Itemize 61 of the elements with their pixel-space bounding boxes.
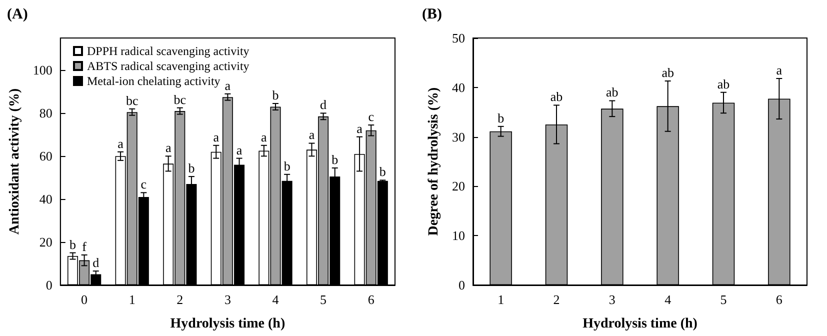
data-label: a xyxy=(118,136,124,151)
x-tick-label: 1 xyxy=(128,292,136,307)
x-tick-label: 6 xyxy=(368,292,375,307)
data-label: b xyxy=(332,152,338,167)
data-label: d xyxy=(320,97,328,112)
data-label: a xyxy=(224,78,231,93)
y-tick-label: 0 xyxy=(46,278,52,292)
y-axis-title: Degree of hydrolysis (%) xyxy=(426,86,442,236)
data-label: bc xyxy=(126,92,138,108)
x-tick-label: 5 xyxy=(720,292,727,307)
data-label: c xyxy=(140,176,147,192)
data-label: c xyxy=(368,108,374,124)
data-label: ab xyxy=(606,84,618,100)
x-tick-label: 5 xyxy=(320,292,327,307)
y-tick-label: 80 xyxy=(39,106,52,121)
data-label: b xyxy=(284,158,290,174)
data-label: ab xyxy=(717,76,730,92)
x-tick-label: 4 xyxy=(664,292,672,307)
data-label: a xyxy=(165,140,172,156)
data-label: a xyxy=(213,129,220,144)
y-tick-label: 0 xyxy=(458,278,465,292)
x-tick-label: 6 xyxy=(776,292,783,307)
y-tick-label: 40 xyxy=(452,80,465,95)
data-label: a xyxy=(356,120,363,136)
legend-label: Metal-ion chelating activity xyxy=(87,74,220,88)
data-label: b xyxy=(69,236,76,252)
x-tick-label: 3 xyxy=(224,292,231,307)
y-tick-label: 20 xyxy=(39,234,52,250)
y-tick-label: 60 xyxy=(39,148,52,164)
x-tick-label: 4 xyxy=(272,292,280,307)
x-axis-title: Hydrolysis time (h) xyxy=(582,316,698,332)
data-label: f xyxy=(82,238,88,254)
data-label: a xyxy=(308,127,315,142)
data-label: a xyxy=(236,142,242,158)
x-tick-label: 0 xyxy=(81,292,88,307)
data-label: b xyxy=(272,88,279,103)
data-label: b xyxy=(379,164,386,180)
data-label: ab xyxy=(550,89,563,104)
data-label: a xyxy=(261,129,268,144)
legend-label: DPPH radical scavenging activity xyxy=(87,44,250,58)
y-axis-title: Antioxidant activity (%) xyxy=(8,88,22,235)
x-tick-label: 3 xyxy=(608,292,616,307)
y-tick-label: 40 xyxy=(39,192,52,207)
chart-title: (A) xyxy=(7,6,28,22)
legend-label: ABTS radical scavenging activity xyxy=(87,59,250,73)
x-axis-title: Hydrolysis time (h) xyxy=(170,316,286,332)
y-tick-label: 50 xyxy=(452,30,465,46)
data-label: b xyxy=(188,160,195,176)
chart-title: (B) xyxy=(422,6,442,22)
data-label: a xyxy=(776,62,782,78)
data-label: d xyxy=(92,255,100,270)
x-tick-label: 2 xyxy=(553,292,560,307)
y-tick-label: 20 xyxy=(452,178,465,194)
y-tick-label: 30 xyxy=(452,129,465,144)
data-label: b xyxy=(498,110,504,126)
x-tick-label: 2 xyxy=(176,292,184,307)
x-tick-label: 1 xyxy=(498,292,504,307)
y-tick-label: 100 xyxy=(32,62,52,78)
y-tick-label: 10 xyxy=(452,228,465,244)
data-label: ab xyxy=(662,64,674,80)
data-label: bc xyxy=(174,92,186,107)
